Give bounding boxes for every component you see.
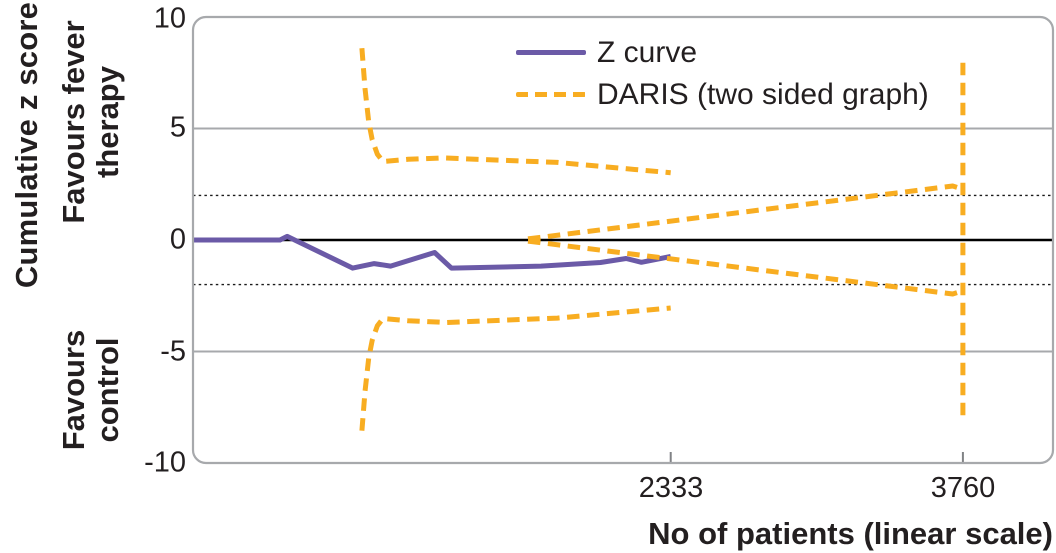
- x-axis-title: No of patients (linear scale): [648, 516, 1053, 551]
- y-tick-minus5: -5: [160, 335, 186, 368]
- z-curve-legend-swatch: [516, 50, 586, 55]
- daris-legend-swatch: [516, 92, 586, 97]
- y-tick-0: 0: [169, 223, 186, 256]
- z-curve-line: [193, 233, 672, 271]
- z-curve-legend-label: Z curve: [597, 35, 698, 69]
- y-tick-10: 10: [153, 2, 186, 35]
- y-tick-5: 5: [169, 111, 186, 144]
- legend: Z curve DARIS (two sided graph): [516, 36, 929, 111]
- y-tick-minus10: -10: [144, 446, 186, 479]
- daris-futility-lower-line: [527, 238, 964, 297]
- axis-tick-layer: [669, 452, 964, 463]
- legend-item-daris: DARIS (two sided graph): [516, 78, 929, 111]
- x-tick-2333: 2333: [638, 472, 704, 504]
- x-tick-3760: 3760: [930, 472, 996, 504]
- daris-futility-upper-line: [527, 183, 964, 242]
- plot-frame: [191, 15, 1055, 465]
- series-layer: [193, 48, 966, 431]
- daris-lower-boundary-line: [359, 305, 671, 431]
- daris-upper-boundary-line: [359, 48, 671, 176]
- gridline-layer: [193, 127, 1053, 353]
- legend-item-z-curve: Z curve: [516, 36, 929, 69]
- daris-legend-label: DARIS (two sided graph): [597, 77, 929, 111]
